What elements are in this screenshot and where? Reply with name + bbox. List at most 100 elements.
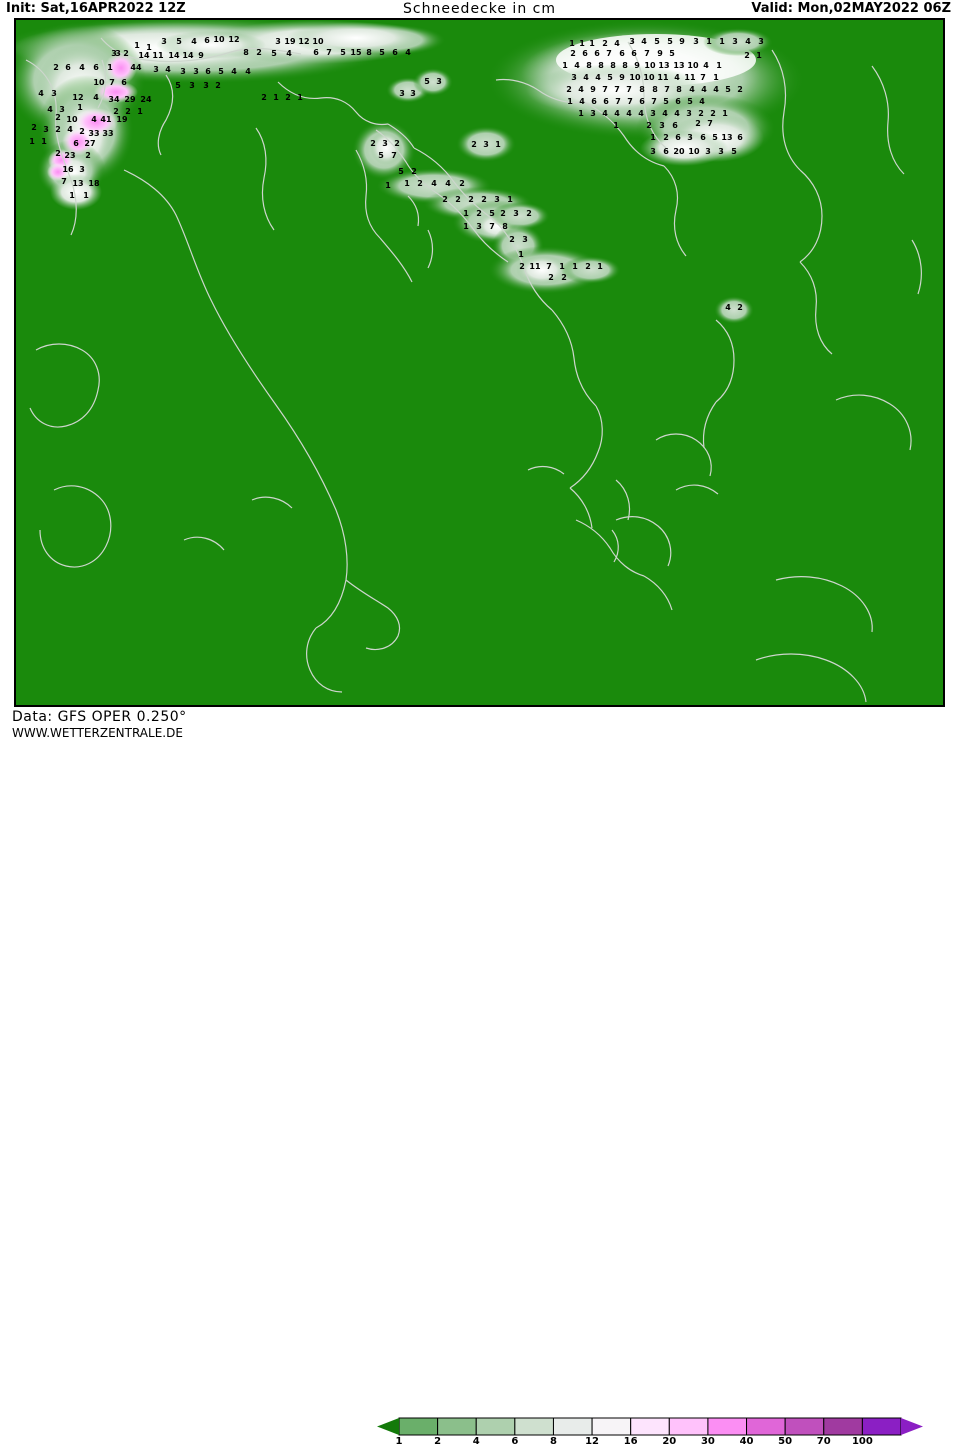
gridpoint-value: 5 (175, 81, 181, 90)
gridpoint-value: 4 (191, 37, 197, 46)
gridpoint-value: 14 (138, 51, 150, 60)
gridpoint-value: 6 (737, 133, 743, 142)
gridpoint-value: 3 (193, 67, 199, 76)
gridpoint-value: 3 (513, 209, 519, 218)
gridpoint-value: 19 (116, 115, 128, 124)
gridpoint-value: 2 (744, 51, 750, 60)
gridpoint-value: 5 (654, 37, 660, 46)
gridpoint-value: 4 (583, 73, 589, 82)
gridpoint-value: 1 (273, 93, 279, 102)
gridpoint-value: 3 (180, 67, 186, 76)
gridpoint-value: 2 (459, 179, 465, 188)
gridpoint-value: 10 (643, 73, 655, 82)
gridpoint-value: 4 (231, 67, 237, 76)
gridpoint-value: 2 (500, 209, 506, 218)
gridpoint-value: 1 (137, 107, 143, 116)
gridpoint-value: 29 (124, 95, 136, 104)
gridpoint-value: 6 (313, 48, 319, 57)
gridpoint-value: 1 (589, 39, 595, 48)
coastlines-and-borders (25, 37, 922, 703)
color-scale-tick: 4 (472, 1436, 480, 1447)
gridpoint-value: 19 (284, 37, 296, 46)
gridpoint-value: 3 (718, 147, 724, 156)
gridpoint-value: 3 (111, 49, 117, 58)
gridpoint-value: 3 (79, 165, 85, 174)
color-scale-band (475, 1417, 516, 1436)
gridpoint-value: 3 (659, 121, 665, 130)
gridpoint-value: 6 (65, 63, 71, 72)
gridpoint-value: 8 (639, 85, 645, 94)
gridpoint-value: 1 (518, 250, 524, 259)
gridpoint-value: 4 (165, 65, 171, 74)
gridpoint-value: 2 (476, 209, 482, 218)
gridpoint-value: 23 (64, 151, 76, 160)
gridpoint-value: 7 (644, 49, 650, 58)
gridpoint-value: 11 (684, 73, 696, 82)
gridpoint-value: 8 (622, 61, 628, 70)
gridpoint-value: 8 (586, 61, 592, 70)
map-viewport[interactable]: 3 2 1 1 3 5 4 6 10 12 3 19 12 10 3 14 11 14 14 9 8 2 5 4 6 7 5 15 8 5… (14, 18, 945, 707)
gridpoint-value: 2 (695, 119, 701, 128)
gridpoint-value: 4 (701, 85, 707, 94)
gridpoint-value: 2 (31, 123, 37, 132)
gridpoint-value: 4 (595, 73, 601, 82)
gridpoint-value: 3 (161, 37, 167, 46)
gridpoint-value: 6 (663, 147, 669, 156)
color-scale-legend[interactable]: 1 2 4 6 8 12 16 20 30 40 50 70 100 (337, 1417, 947, 1448)
gridpoint-value: 7 (602, 85, 608, 94)
snow-field-carpathians (486, 20, 806, 166)
gridpoint-value: 3 (693, 37, 699, 46)
gridpoint-value: 11 (529, 262, 541, 271)
gridpoint-value: 4 (626, 109, 632, 118)
gridpoint-value: 2 (481, 195, 487, 204)
gridpoint-value: 2 (442, 195, 448, 204)
gridpoint-value: 10 (93, 78, 105, 87)
color-scale-tick: 16 (623, 1436, 638, 1447)
gridpoint-value: 10 (687, 61, 699, 70)
gridpoint-value: 1 (562, 61, 568, 70)
gridpoint-value: 2 (417, 179, 423, 188)
gridpoint-value: 10 (688, 147, 700, 156)
gridpoint-value: 2 (663, 133, 669, 142)
gridpoint-value: 4 (689, 85, 695, 94)
scale-underflow-arrow (377, 1418, 399, 1435)
footer-bar: Data: GFS OPER 0.250° WWW.WETTERZENTRALE… (0, 707, 959, 1447)
gridpoint-value: 2 (570, 49, 576, 58)
gridpoint-value: 5 (378, 151, 384, 160)
gridpoint-value: 3 (476, 222, 482, 231)
gridpoint-value: 3 (494, 195, 500, 204)
page-title: Schneedecke in cm (403, 1, 556, 17)
gridpoint-value: 10 (644, 61, 656, 70)
gridpoint-value: 1 (463, 222, 469, 231)
gridpoint-value: 13 (721, 133, 733, 142)
gridpoint-value: 2 (125, 107, 131, 116)
gridpoint-value: 5 (398, 167, 404, 176)
gridpoint-value: 2 (261, 93, 267, 102)
color-scale-tick: 40 (739, 1436, 754, 1447)
gridpoint-value: 2 (698, 109, 704, 118)
gridpoint-value: 1 (567, 97, 573, 106)
gridpoint-value: 6 (675, 133, 681, 142)
gridpoint-value: 2 (602, 39, 608, 48)
gridpoint-value: 3 (650, 109, 656, 118)
gridpoint-value: 12 (228, 35, 240, 44)
gridpoint-value: 3 (522, 235, 528, 244)
gridpoint-value: 1 (713, 73, 719, 82)
gridpoint-value: 10 (213, 35, 225, 44)
gridpoint-value: 2 (455, 195, 461, 204)
gridpoint-value: 8 (598, 61, 604, 70)
gridpoint-value: 2 (646, 121, 652, 130)
gridpoint-value: 1 (83, 191, 89, 200)
gridpoint-value: 1 (507, 195, 513, 204)
gridpoint-value: 5 (340, 48, 346, 57)
gridpoint-value: 4 (614, 109, 620, 118)
gridpoint-value: 6 (121, 78, 127, 87)
gridpoint-value: 9 (634, 61, 640, 70)
color-scale-band (823, 1417, 863, 1436)
color-scale-band (437, 1417, 477, 1436)
gridpoint-value: 1 (29, 137, 35, 146)
gridpoint-value: 6 (672, 121, 678, 130)
gridpoint-value: 3 (410, 89, 416, 98)
gridpoint-value: 2 (113, 107, 119, 116)
